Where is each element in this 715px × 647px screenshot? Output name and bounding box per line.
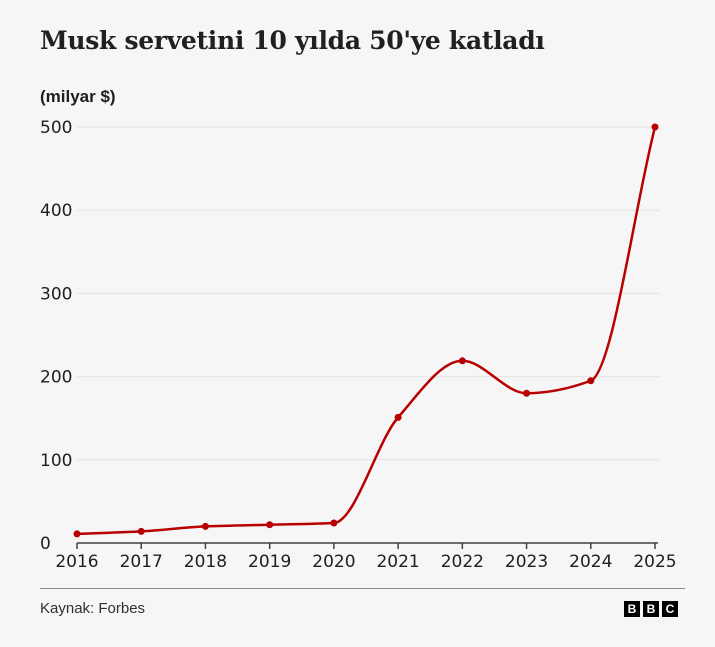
- x-tick-label: 2025: [633, 552, 676, 572]
- y-tick-label: 300: [40, 284, 72, 304]
- source-note: Kaynak: Forbes: [40, 600, 146, 617]
- x-tick-label: 2023: [505, 552, 548, 572]
- x-tick-label: 2016: [55, 552, 98, 572]
- y-tick-label: 100: [40, 451, 72, 471]
- x-tick-label: 2021: [376, 552, 419, 572]
- data-point: [73, 530, 81, 538]
- x-tick-label: 2017: [120, 552, 163, 572]
- y-tick-label: 400: [40, 201, 72, 221]
- y-tick-label: 0: [40, 534, 51, 554]
- data-point: [137, 527, 145, 535]
- x-tick-label: 2019: [248, 552, 291, 572]
- data-point: [523, 389, 531, 397]
- data-point: [394, 413, 402, 421]
- data-point: [330, 519, 338, 527]
- x-tick-label: 2018: [184, 552, 227, 572]
- logo-letter: C: [662, 601, 678, 617]
- series-line: [76, 126, 657, 536]
- x-tick-label: 2022: [441, 552, 484, 572]
- logo-letter: B: [643, 601, 659, 617]
- chart-title: Musk servetini 10 yılda 50'ye katladı: [40, 26, 545, 55]
- data-point: [587, 377, 595, 385]
- bbc-logo: B B C: [624, 601, 678, 617]
- footer-divider: [40, 588, 685, 589]
- data-point: [651, 123, 659, 131]
- data-point: [201, 522, 209, 530]
- data-point: [266, 521, 274, 529]
- y-tick-label: 500: [40, 118, 72, 138]
- logo-letter: B: [624, 601, 640, 617]
- data-point: [458, 357, 466, 365]
- x-tick-label: 2020: [312, 552, 355, 572]
- y-axis-label: (milyar $): [40, 87, 116, 106]
- x-tick-label: 2024: [569, 552, 612, 572]
- y-tick-label: 200: [40, 368, 72, 388]
